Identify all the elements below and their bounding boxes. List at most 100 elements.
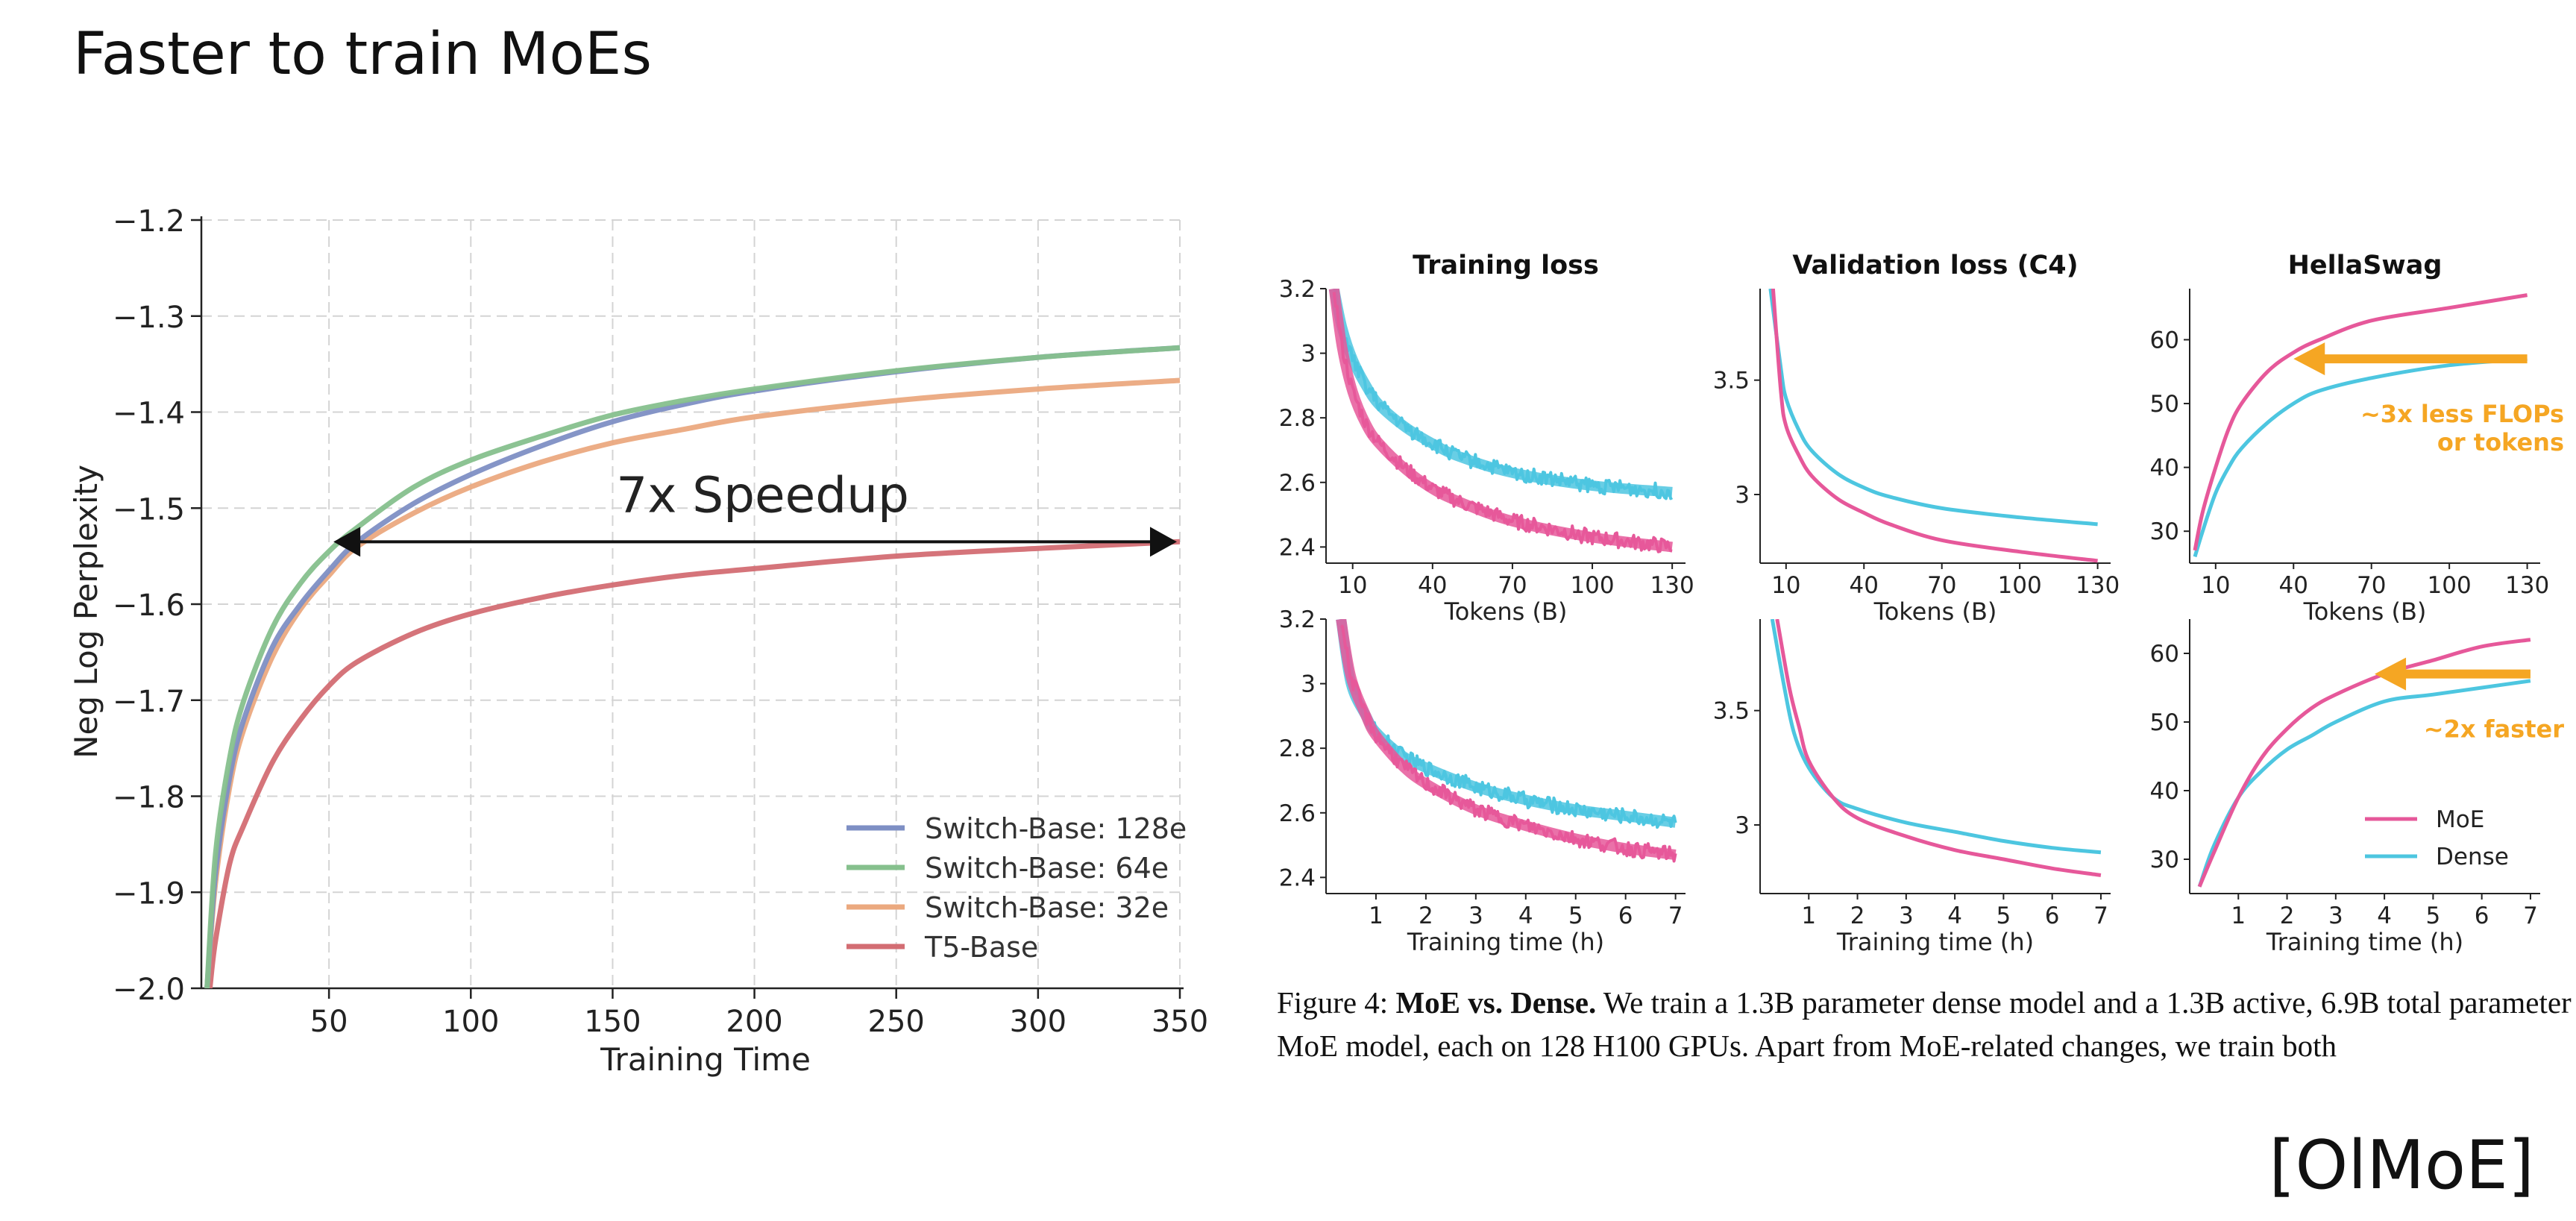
y-tick-label: −1.9 [113,876,185,911]
panel-y-tick-label: 60 [2150,641,2179,668]
panel-y-tick-label: 40 [2150,455,2179,482]
panel-x-tick-label: 7 [1668,903,1683,929]
panel-y-tick-label: 2.6 [1279,800,1316,827]
panel-y-tick-label: 3.5 [1713,698,1750,725]
panel-x-tick-label: 4 [1518,903,1533,929]
x-tick-label: 350 [1152,1005,1208,1039]
panel-x-tick-label: 70 [1498,572,1527,599]
panel-series-moe-band [1336,619,1677,860]
panel-y-tick-label: 3 [1301,671,1316,698]
y-axis-label: Neg Log Perplexity [68,465,104,759]
panel-y-tick-label: 3 [1735,482,1750,509]
y-tick-label: −1.4 [113,397,185,431]
panel-x-tick-label: 130 [2076,572,2120,599]
panel-x-tick-label: 10 [1338,572,1367,599]
panel-x-tick-label: 3 [1468,903,1483,929]
panel-series-moe [1771,289,2098,563]
panel-x-tick-label: 3 [2328,903,2343,929]
panel-train-time: 3.2 3 2.8 2.6 2.4 1 2 3 4 5 6 7 Training time (h) [1279,606,1686,956]
x-tick-label: 250 [868,1005,925,1039]
panel-series-moe [2193,293,2528,551]
y-tick-label: −1.8 [113,781,185,815]
panel-x-tick-label: 100 [1998,572,2042,599]
x-tick-label: 100 [442,1005,499,1039]
speedup-arrowhead-left [333,527,361,557]
panel-legend-label: Dense [2436,844,2509,870]
panel-series-dense-band [1336,619,1677,828]
y-tick-label: −1.3 [113,301,185,335]
panel-x-axis-label: Tokens (B) [2303,597,2427,626]
panel-series-moe [1332,292,1673,553]
panel-series-group [1328,289,1674,553]
panel-x-tick-label: 70 [1927,572,1956,599]
legend-label: Switch-Base: 64e [925,852,1169,885]
panel-x-tick-label: 40 [1418,572,1447,599]
panel-title: HellaSwag [2288,251,2443,280]
panel-y-tick-label: 3 [1735,812,1750,839]
panel-y-tick-label: 2.6 [1279,470,1316,497]
y-tick-label: −1.2 [113,204,185,239]
panel-series-group [2193,293,2528,558]
panel-x-tick-label: 4 [2377,903,2392,929]
panel-hella-tokens: HellaSwag 60 50 40 30 10 40 70 100 130 Tokens (B) ~… [2150,251,2564,626]
panel-x-tick-label: 5 [1568,903,1583,929]
panel-x-tick-label: 7 [2093,903,2108,929]
panel-x-axis-label: Training time (h) [1407,928,1604,956]
panel-x-tick-label: 1 [1369,903,1383,929]
slide-title: Faster to train MoEs [73,21,652,88]
annotation-text: ~2x faster [2424,715,2564,744]
panel-val-tokens: Validation loss (C4) 3.5 3 10 40 70 100 130 Toke… [1713,251,2120,626]
panel-x-tick-label: 4 [1947,903,1962,929]
panel-val-time: 3.5 3 1 2 3 4 5 6 7 Training time (h) [1713,619,2111,956]
panel-series-group [1768,289,2098,563]
y-tick-label: −1.5 [113,492,185,527]
panel-x-axis-label: Tokens (B) [1444,597,1568,626]
panel-y-tick-label: 30 [2150,847,2179,873]
series-group [204,345,1181,988]
legend-label: Switch-Base: 128e [925,812,1187,845]
annotation-arrowhead [2293,342,2325,376]
panel-series-group [2197,638,2531,888]
panel-x-tick-label: 130 [1650,572,1694,599]
speedup-annotation: 7x Speedup [616,466,909,524]
panel-series-moe-band [1328,289,1673,553]
annotation-arrowhead [2375,657,2407,691]
panel-y-tick-label: 3.5 [1713,368,1750,395]
y-tick-label: −2.0 [113,973,185,1007]
panel-x-tick-label: 10 [2201,572,2230,599]
panel-y-tick-label: 50 [2150,391,2179,418]
legend-label: T5-Base [924,931,1038,964]
panel-y-tick-label: 2.4 [1279,864,1316,891]
switch-base-chart: −1.2 −1.3 −1.4 −1.5 −1.6 −1.7 −1.8 −1.9 −2.0 50 10… [68,204,1208,1078]
panel-x-tick-label: 1 [2231,903,2246,929]
panel-y-tick-label: 2.8 [1279,735,1316,762]
annotation-text: ~3x less FLOPs [2360,400,2564,428]
panel-x-axis-label: Training time (h) [1836,928,2034,956]
panel-y-tick-label: 3 [1301,341,1316,368]
panel-series-dense [2193,357,2528,558]
panel-series-group [1336,619,1677,863]
citation: [OlMoE] [2269,1126,2534,1205]
legend-label: Switch-Base: 32e [925,891,1169,924]
panel-y-tick-label: 40 [2150,778,2179,805]
panel-x-tick-label: 100 [2428,572,2472,599]
x-tick-label: 50 [310,1005,348,1039]
panel-series-dense-band [1328,289,1673,497]
series-line-switch-base-64e [204,345,1181,988]
panel-title: Validation loss (C4) [1792,251,2078,280]
panel-x-tick-label: 6 [2045,903,2060,929]
panel-x-axis-label: Training time (h) [2266,928,2463,956]
y-tick-label: −1.7 [113,685,185,719]
x-tick-label: 300 [1010,1005,1066,1039]
panel-x-tick-label: 6 [2475,903,2489,929]
x-axis-label: Training Time [600,1041,811,1078]
panel-x-tick-label: 6 [1618,903,1633,929]
panel-y-tick-label: 50 [2150,709,2179,736]
panel-series-moe [1775,619,2102,877]
panel-y-tick-label: 2.8 [1279,405,1316,432]
panel-y-tick-label: 30 [2150,518,2179,545]
panel-x-tick-label: 3 [1899,903,1914,929]
panel-y-tick-label: 60 [2150,327,2179,354]
panel-x-tick-label: 5 [1997,903,2011,929]
panel-series-group [1770,619,2102,877]
